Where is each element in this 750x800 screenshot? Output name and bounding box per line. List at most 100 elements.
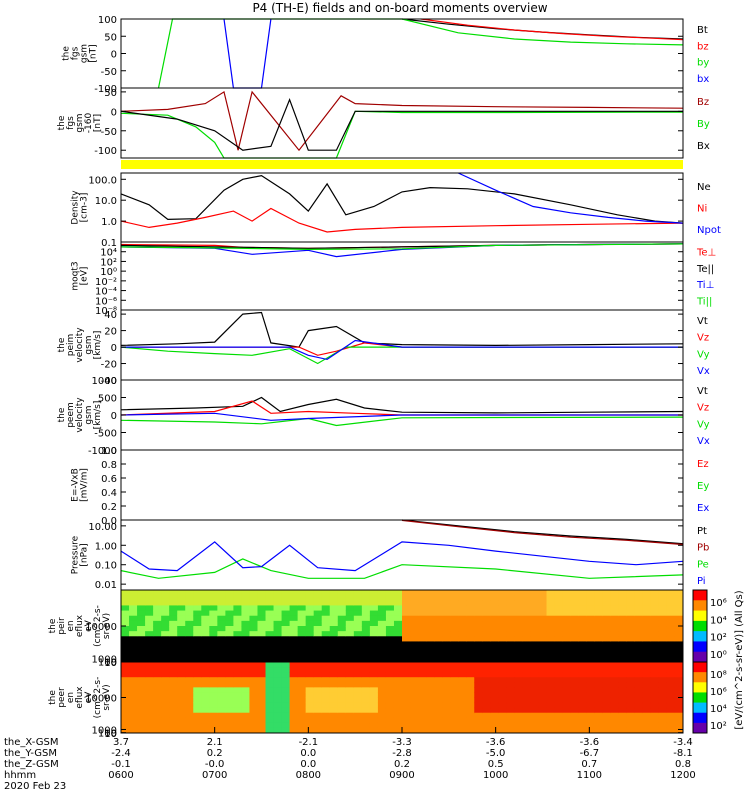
panel-fgs_hi: Bz By Bx 50 0 -50 -100 the fgs gsm -160 [nT] bbox=[57, 87, 710, 159]
series-fgs_hi-1 bbox=[120, 110, 684, 159]
y-tick-label: 10.00 bbox=[88, 522, 117, 533]
y-tick-label: 10² bbox=[100, 257, 117, 268]
x-row-label: the_Z-GSM bbox=[4, 759, 59, 770]
y-axis-label: peim bbox=[66, 334, 76, 357]
legend-label: Vz bbox=[697, 333, 709, 344]
y-tick-label: -20 bbox=[101, 360, 117, 371]
plot-title: P4 (TH-E) fields and on-board moments ov… bbox=[252, 1, 547, 15]
x-tick-value: 0600 bbox=[108, 770, 133, 781]
y-axis-label: Pressure bbox=[71, 535, 81, 574]
panel-frame bbox=[120, 519, 684, 591]
series-pressure-1 bbox=[401, 519, 684, 546]
panel-frame bbox=[120, 172, 684, 243]
panel-frame bbox=[120, 18, 684, 89]
panel-frame bbox=[120, 241, 684, 311]
colorbar-tick: 10² bbox=[710, 633, 727, 644]
legend-label: bx bbox=[697, 74, 709, 85]
y-axis-label: fgs bbox=[71, 46, 81, 60]
x-tick-value: 0.2 bbox=[394, 759, 410, 770]
y-axis-label: peer bbox=[57, 687, 67, 708]
panel-density: Ne Ni Npot 100.0 10.0 1.0 0.1 Density [cm-3] bbox=[71, 172, 721, 249]
series-fgs_hi-0 bbox=[120, 90, 684, 152]
y-tick-label: 1.0 bbox=[101, 446, 117, 457]
y-axis-label: eV bbox=[84, 691, 94, 704]
y-tick-label: 1000 bbox=[92, 376, 117, 387]
legend-label: Pb bbox=[697, 543, 709, 554]
x-axis-labels: the_X-GSM 3.7 2.1 -2.1 -3.3 -3.6 -3.6 -3.4 the_Y… bbox=[4, 727, 696, 792]
y-axis-label: [mV/m] bbox=[80, 468, 90, 502]
y-tick-label: 10.0 bbox=[95, 196, 117, 207]
legend-label: Ex bbox=[697, 503, 709, 514]
x-tick-value: -6.7 bbox=[580, 748, 600, 759]
series-peim_velocity-2 bbox=[120, 346, 683, 365]
colorbar-right-label: [eV/(cm^2-s-sr-eV)] (All Qs) bbox=[734, 590, 745, 729]
legend-label: Pi bbox=[697, 576, 706, 587]
series-fgs-1 bbox=[420, 18, 684, 41]
legend-label: Ti⊥ bbox=[696, 280, 714, 291]
panel-fgs: Bt bz by bx 100 50 0 -50 -100 the fgs gsm [nT] bbox=[62, 15, 710, 95]
legend-label: Npot bbox=[697, 225, 721, 236]
colorbar-tick: 10⁰ bbox=[710, 650, 727, 661]
panel-peem_velocity: Vt Vz Vy Vx 1000 500 0 -500 -1000 the peem velocity… bbox=[57, 376, 710, 457]
series-density-2 bbox=[457, 172, 684, 224]
y-axis-label: [km/s] bbox=[93, 331, 103, 360]
x-tick-value: -8.1 bbox=[673, 748, 693, 759]
y-axis-label: the bbox=[48, 690, 58, 705]
y-axis-label: gsm bbox=[75, 113, 85, 132]
y-tick-label: -500 bbox=[94, 429, 117, 440]
series-peem_velocity-2 bbox=[120, 416, 684, 427]
y-tick-label: 0.01 bbox=[95, 580, 117, 591]
series-pressure-2 bbox=[120, 558, 684, 579]
x-tick-value: 0.0 bbox=[300, 759, 316, 770]
legend-label: Te|| bbox=[696, 264, 714, 275]
x-tick-value: -0.0 bbox=[205, 759, 225, 770]
y-tick-label: 0 bbox=[111, 107, 117, 118]
y-axis-label: [nT] bbox=[93, 114, 103, 132]
series-density-0 bbox=[120, 174, 684, 224]
x-tick-value: 0700 bbox=[202, 770, 227, 781]
y-tick-label: 10000 bbox=[85, 622, 117, 633]
x-tick-value: -5.0 bbox=[486, 748, 506, 759]
series-temperature-3 bbox=[120, 243, 684, 251]
y-axis-label: Density bbox=[71, 190, 81, 225]
legend-label: Ez bbox=[697, 459, 709, 470]
y-tick-label: 500 bbox=[98, 394, 117, 405]
y-axis-label: sr-eV) bbox=[102, 684, 112, 710]
y-axis-label: moqt3 bbox=[71, 261, 81, 290]
y-axis-label: (cm^2-s- bbox=[93, 677, 103, 719]
legend-label: Bt bbox=[697, 25, 708, 36]
y-tick-label: 100 bbox=[98, 658, 117, 669]
y-tick-label: 10 bbox=[104, 729, 117, 740]
y-axis-label: the bbox=[62, 46, 72, 61]
y-axis-label: E=-VxB bbox=[71, 468, 81, 502]
colorbar-peir_eflux: 10⁶ 10⁴ 10² 10⁰ bbox=[692, 589, 727, 663]
y-tick-label: 10000 bbox=[85, 694, 117, 705]
legend-label: Vz bbox=[697, 403, 709, 414]
y-tick-label: 10⁻⁴ bbox=[95, 287, 117, 298]
series-peem_velocity-0 bbox=[120, 396, 684, 414]
x-row-label: the_Y-GSM bbox=[4, 748, 57, 759]
colorbar-tick: 10⁴ bbox=[710, 704, 727, 715]
y-tick-label: 10⁰ bbox=[100, 267, 117, 278]
y-axis-label: eflux bbox=[75, 686, 85, 709]
y-axis-label: [nPa] bbox=[80, 543, 90, 566]
series-density-1 bbox=[120, 207, 684, 233]
y-axis-label: the bbox=[48, 618, 58, 633]
series-peim_velocity-3 bbox=[121, 339, 683, 361]
series-peim_velocity-0 bbox=[120, 311, 684, 348]
y-axis-label: gsm bbox=[80, 44, 90, 63]
y-axis-label: velocity bbox=[75, 397, 85, 433]
panel-pressure: Pt Pb Pe Pi 10.00 1.00 0.10 0.01 Pressure [nPa] bbox=[71, 519, 709, 591]
y-tick-label: 0.10 bbox=[95, 561, 117, 572]
x-tick-value: -2.8 bbox=[392, 748, 412, 759]
panel-efield: Ez Ey Ex 1.0 0.8 0.6 0.4 0.2 0.0 E=-VxB [mV/m] bbox=[71, 446, 710, 527]
x-tick-value: 0.8 bbox=[675, 759, 691, 770]
y-tick-label: -100 bbox=[94, 146, 117, 157]
legend-label: Ey bbox=[697, 481, 709, 492]
y-tick-label: 0.2 bbox=[101, 502, 117, 513]
legend-label: Vy bbox=[697, 349, 710, 360]
y-tick-label: 40 bbox=[104, 310, 117, 321]
y-tick-label: 0 bbox=[111, 50, 117, 61]
